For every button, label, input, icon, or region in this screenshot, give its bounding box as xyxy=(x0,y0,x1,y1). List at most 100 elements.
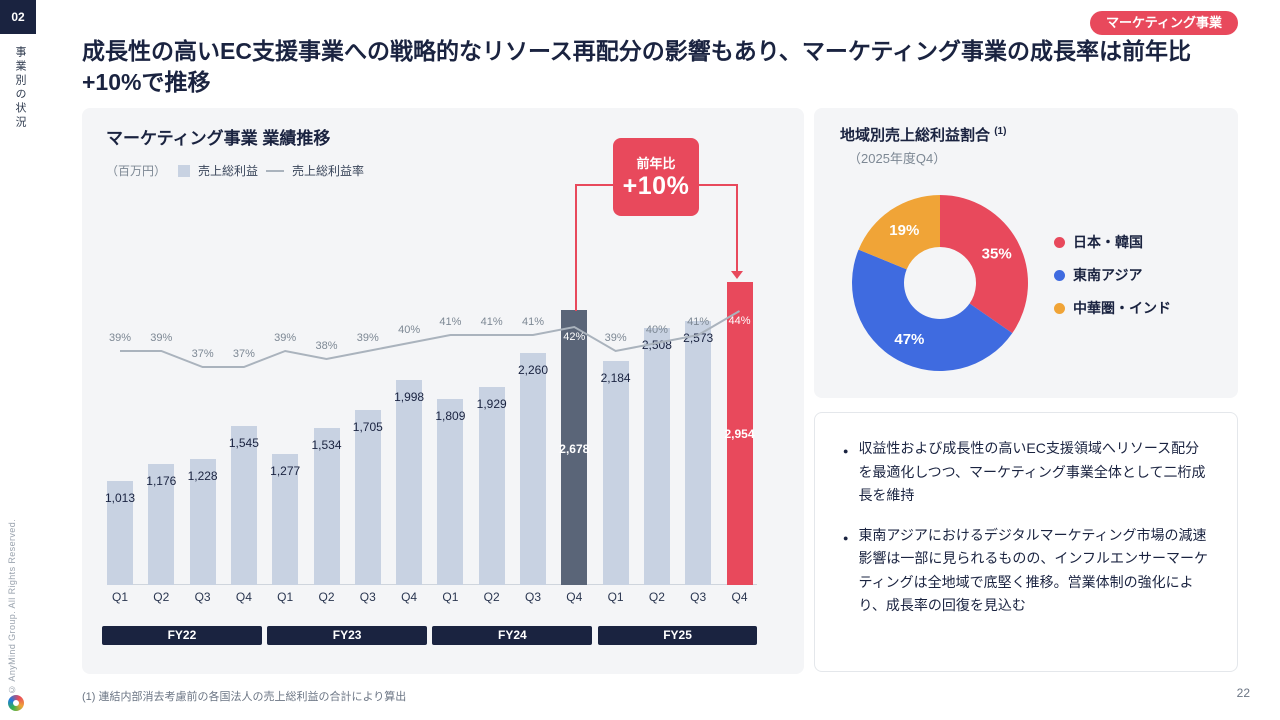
gross-profit-bar xyxy=(313,427,340,585)
yoy-arrow-icon xyxy=(731,271,743,279)
fiscal-year-chip: FY24 xyxy=(432,626,593,645)
quarter-label: Q3 xyxy=(359,590,376,604)
bar-value-label: 1,705 xyxy=(352,419,383,434)
donut-title: 地域別売上総利益割合 (1) xyxy=(840,124,1006,145)
bullet-icon: ● xyxy=(843,532,849,543)
fiscal-year-chip: FY22 xyxy=(102,626,262,645)
quarter-label: Q4 xyxy=(235,590,252,604)
yoy-callout: 前年比 +10% xyxy=(613,138,699,216)
quarter-label: Q4 xyxy=(401,590,418,604)
bullet-text: 東南アジアにおけるデジタルマーケティング市場の減速影響は一部に見られるものの、イ… xyxy=(858,526,1209,614)
donut-title-text: 地域別売上総利益割合 xyxy=(840,127,991,144)
bar-value-label: 2,573 xyxy=(683,330,714,345)
anymind-logo-icon xyxy=(8,695,24,711)
bar-value-label: 1,228 xyxy=(187,468,218,483)
quarter-label: Q2 xyxy=(318,590,335,604)
fiscal-year-axis: FY22 FY23 FY24 FY25 xyxy=(102,626,758,645)
legend-item-greater-china-india: 中華圏・インド xyxy=(1054,298,1171,318)
gross-profit-bar xyxy=(107,481,133,585)
gross-profit-bar xyxy=(602,360,629,585)
gross-profit-bar xyxy=(189,458,216,585)
commentary-panel: ● 収益性および成長性の高いEC支援領域へリソース配分を最適化しつつ、マーケティ… xyxy=(814,412,1238,672)
bar-value-label: 1,929 xyxy=(476,396,507,411)
margin-value-label: 42% xyxy=(563,331,586,343)
legend-label: 中華圏・インド xyxy=(1073,300,1171,316)
bullet-item: ● 収益性および成長性の高いEC支援領域へリソース配分を最適化しつつ、マーケティ… xyxy=(843,437,1209,508)
bar-value-label: 2,954 xyxy=(724,427,755,442)
bar-value-label: 1,013 xyxy=(104,491,136,506)
performance-chart-panel: マーケティング事業 業績推移 （百万円） 売上総利益 売上総利益率 1,013 1… xyxy=(82,108,804,674)
bar-value-label: 1,998 xyxy=(394,389,425,404)
margin-value-label: 39% xyxy=(150,332,173,344)
quarter-label: Q2 xyxy=(648,590,665,604)
gross-profit-bar xyxy=(272,453,299,585)
bar-value-label: 2,678 xyxy=(559,442,590,457)
line-legend-label: 売上総利益率 xyxy=(292,164,365,178)
gross-profit-bar xyxy=(396,379,423,585)
bar-value-label: 2,184 xyxy=(600,370,631,385)
section-number-box: 02 xyxy=(0,0,36,34)
bar-value-label: 1,809 xyxy=(435,409,466,424)
footnote-ref: (1) xyxy=(994,126,1007,137)
bar-legend-label: 売上総利益 xyxy=(198,164,259,178)
gross-profit-bar xyxy=(685,320,712,585)
quarter-axis: Q1 Q2 Q3 Q4 Q1 Q2 Q3 Q4 Q1 Q2 Q3 Q4 Q1 Q2 Q3 Q4 xyxy=(107,590,757,606)
yoy-bracket-left xyxy=(575,184,577,311)
legend-dot-icon xyxy=(1054,236,1065,248)
gross-profit-bar xyxy=(643,327,670,585)
quarter-label: Q1 xyxy=(607,590,624,604)
margin-value-label: 44% xyxy=(728,315,751,327)
donut-subtitle: （2025年度Q4） xyxy=(848,151,947,166)
bar-line-plot: 1,013 1,176 1,228 1,545 1,277 1,534 1,705 1,998… xyxy=(105,275,757,585)
section-label-vertical: 事業別の状況 xyxy=(14,46,26,130)
legend-label: 東南アジア xyxy=(1073,267,1143,283)
margin-value-label: 39% xyxy=(356,332,379,344)
chart-title: マーケティング事業 業績推移 xyxy=(106,129,331,148)
bar-value-label: 1,176 xyxy=(146,474,177,489)
bar-value-label: 1,534 xyxy=(311,437,342,452)
quarter-label: Q2 xyxy=(483,590,500,604)
bullet-item: ● 東南アジアにおけるデジタルマーケティング市場の減速影響は一部に見られるものの… xyxy=(843,524,1209,618)
gross-profit-bar xyxy=(230,426,257,585)
margin-value-label: 38% xyxy=(315,340,338,352)
legend-label: 日本・韓国 xyxy=(1073,234,1143,250)
bar-value-label: 1,545 xyxy=(228,436,259,451)
quarter-label: Q4 xyxy=(731,590,748,604)
legend-item-sea: 東南アジア xyxy=(1054,265,1171,285)
gross-profit-bar xyxy=(437,399,464,585)
gross-profit-bar xyxy=(354,409,381,585)
quarter-label: Q3 xyxy=(690,590,707,604)
quarter-label: Q3 xyxy=(194,590,211,604)
margin-value-label: 40% xyxy=(645,324,668,336)
quarter-label: Q3 xyxy=(524,590,541,604)
margin-value-label: 41% xyxy=(687,316,710,328)
legend-dot-icon xyxy=(1054,269,1065,281)
margin-value-label: 41% xyxy=(480,316,503,328)
donut-slice-0 xyxy=(940,195,1028,334)
margin-value-label: 39% xyxy=(274,332,297,344)
donut-legend: 日本・韓国 東南アジア 中華圏・インド xyxy=(1054,232,1171,318)
quarter-label: Q2 xyxy=(153,590,170,604)
bar-value-label: 1,277 xyxy=(270,463,301,478)
gross-profit-bar xyxy=(478,386,505,585)
footnote: (1) 連結内部消去考慮前の各国法人の売上総利益の合計により算出 xyxy=(82,691,407,703)
quarter-label: Q1 xyxy=(442,590,459,604)
page-number: 22 xyxy=(1236,686,1250,700)
line-legend-swatch-icon xyxy=(266,169,285,172)
segment-badge: マーケティング事業 xyxy=(1090,11,1238,35)
margin-value-label: 39% xyxy=(604,332,627,344)
donut-slice-label: 47% xyxy=(894,331,924,348)
slide-title: 成長性の高いEC支援事業への戦略的なリソース再配分の影響もあり、マーケティング事… xyxy=(82,38,1192,96)
margin-value-label: 39% xyxy=(108,332,132,344)
donut-slice-1 xyxy=(852,249,1013,371)
gross-profit-bar xyxy=(520,353,546,585)
quarter-label: Q1 xyxy=(277,590,294,604)
donut-slice-2 xyxy=(858,195,940,270)
quarter-label: Q4 xyxy=(566,590,583,604)
yoy-bracket-right xyxy=(736,184,738,272)
quarter-label: Q1 xyxy=(111,590,128,604)
copyright-vertical: © AnyMind Group. All Rights Reserved. xyxy=(7,518,17,694)
donut-slice-label: 35% xyxy=(982,245,1012,262)
margin-value-label: 41% xyxy=(521,316,545,328)
margin-value-label: 41% xyxy=(439,316,462,328)
